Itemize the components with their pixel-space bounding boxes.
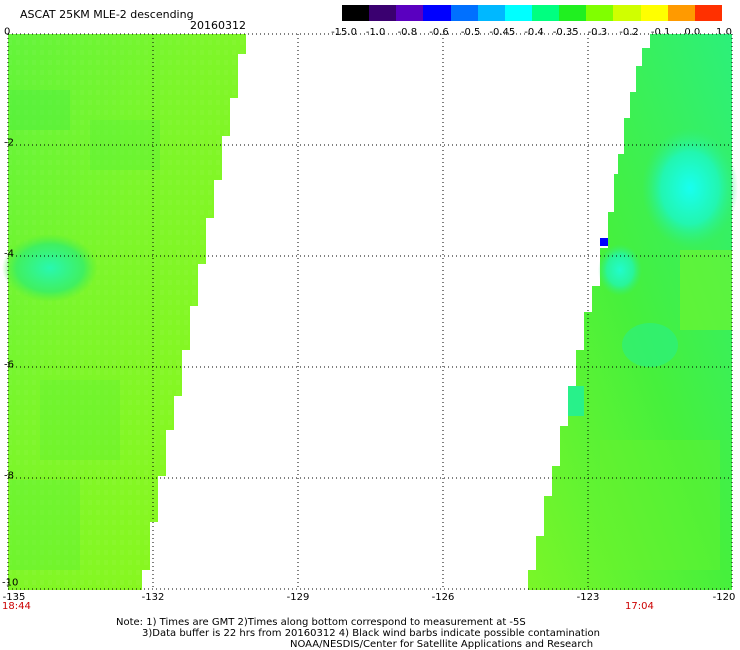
note-line-3: NOAA/NESDIS/Center for Satellite Applica… <box>290 639 594 650</box>
y-tick-label: -8 <box>4 470 14 482</box>
colorbar-swatch <box>477 5 505 21</box>
colorbar-swatch <box>640 5 668 21</box>
colorbar-swatch <box>504 5 532 21</box>
colorbar-swatch <box>396 5 424 21</box>
x-tick-label: -126 <box>431 592 455 603</box>
y-tick-label: -6 <box>4 359 14 371</box>
swath-time-left: 18:44 <box>2 601 31 612</box>
colorbar-swatch <box>667 5 695 21</box>
colorbar-swatch <box>450 5 478 21</box>
colorbar-label: 1.0 <box>716 27 732 38</box>
left-swath <box>2 34 246 590</box>
colorbar-label: -0.5 <box>460 27 481 38</box>
x-tick-label: -120 <box>712 592 736 603</box>
colorbar-label: -0.1 <box>650 27 671 38</box>
note-line-2: 3)Data buffer is 22 hrs from 20160312 4)… <box>142 628 600 639</box>
colorbar-label: -0.4 <box>524 27 544 38</box>
colorbar-label: -0.6 <box>429 27 449 38</box>
note-line-1: Note: 1) Times are GMT 2)Times along bot… <box>116 617 526 628</box>
colorbar-label: -0.2 <box>619 27 639 38</box>
y-tick-label: -10 <box>2 577 19 589</box>
grid-lines <box>7 33 733 590</box>
right-swath <box>528 34 738 590</box>
x-tick-label: -129 <box>286 592 310 603</box>
swath-time-right: 17:04 <box>625 601 654 612</box>
colorbar-label: -0.45 <box>489 27 516 38</box>
y-tick-label: 0 <box>4 26 11 38</box>
map-date: 20160312 <box>190 19 246 32</box>
colorbar-swatch <box>613 5 641 21</box>
colorbar <box>342 5 722 21</box>
colorbar-label: -1.0 <box>365 27 386 38</box>
colorbar-swatch <box>559 5 587 21</box>
x-tick-label: -123 <box>576 592 600 603</box>
map-title: ASCAT 25KM MLE-2 descending <box>20 8 194 21</box>
y-tick-label: -2 <box>4 137 14 149</box>
colorbar-labels: -15.0 -1.0 -0.8 -0.6 -0.5 -0.45 -0.4 -0.35 -0.3-… <box>328 27 738 39</box>
colorbar-label: -0.35 <box>552 27 579 38</box>
colorbar-label: 0.0 <box>684 27 701 38</box>
colorbar-label: -0.3 <box>587 27 608 38</box>
colorbar-swatch <box>423 5 451 21</box>
colorbar-swatch <box>694 5 722 21</box>
colorbar-swatch <box>586 5 614 21</box>
colorbar-swatch <box>342 5 370 21</box>
colorbar-label: -15.0 <box>331 27 357 38</box>
x-tick-label: -132 <box>141 592 165 603</box>
colorbar-swatch <box>369 5 397 21</box>
outlier-cell <box>600 238 608 246</box>
colorbar-swatch <box>531 5 560 21</box>
y-tick-label: -4 <box>4 248 14 260</box>
colorbar-label: -0.8 <box>397 27 418 38</box>
x-tick-label: -135 <box>2 592 26 603</box>
